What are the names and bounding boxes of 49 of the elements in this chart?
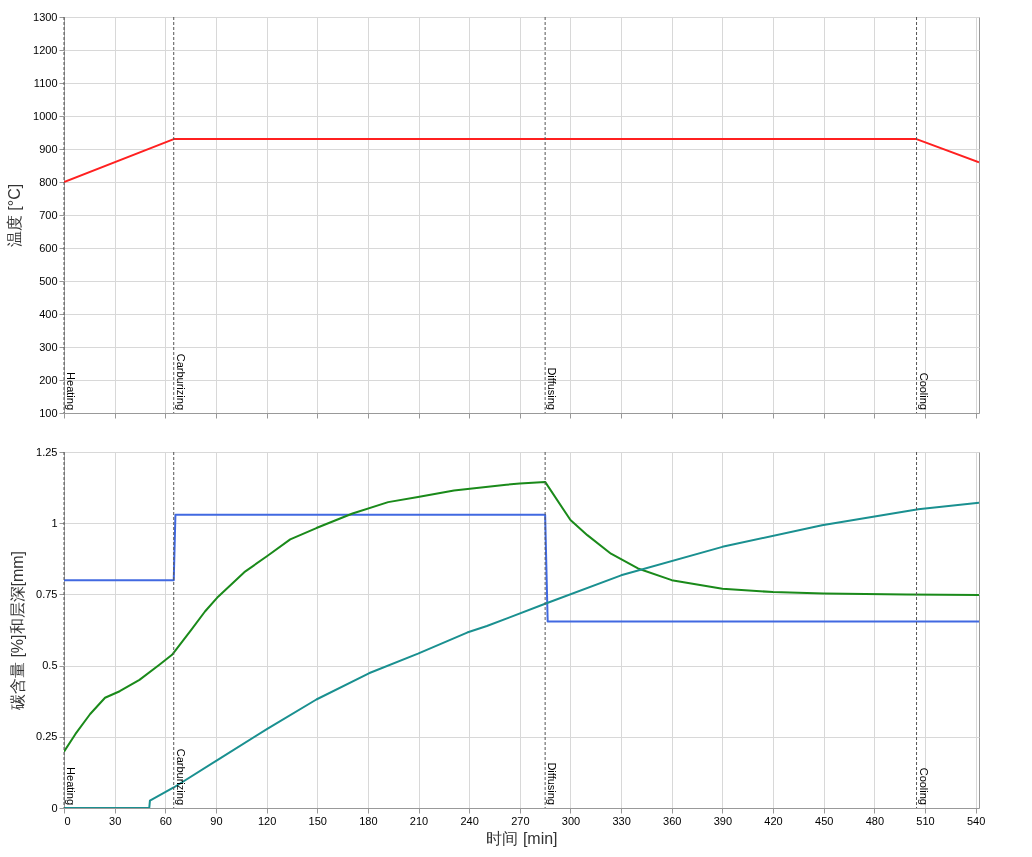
x-tick-label: 390 <box>713 814 733 827</box>
x-tick-label: 30 <box>109 814 122 827</box>
x-axis-title: 时间 [min] <box>486 829 558 847</box>
y-tick-label: 1000 <box>33 109 58 122</box>
y-tick-label: 300 <box>39 340 58 353</box>
ref-line-label: Cooling <box>917 767 930 805</box>
x-tick-label: 540 <box>966 814 986 827</box>
y-tick-label: 200 <box>39 373 58 386</box>
x-tick-label: 210 <box>409 814 429 827</box>
x-tick-label: 150 <box>308 814 327 827</box>
y-tick-label: 1100 <box>33 76 58 89</box>
y-tick-label: 400 <box>39 307 58 320</box>
ref-line-label: Diffusing <box>546 762 559 805</box>
y-tick-label: 0.75 <box>36 587 58 600</box>
x-tick-label: 180 <box>359 814 378 827</box>
x-tick-label: 330 <box>612 814 631 827</box>
x-tick-label: 300 <box>561 814 581 827</box>
y-tick-label: 1 <box>51 516 58 529</box>
x-tick-label: 480 <box>865 814 885 827</box>
x-tick-label: 240 <box>460 814 479 827</box>
x-tick-label: 60 <box>159 814 172 827</box>
y-tick-label: 100 <box>39 406 58 419</box>
y-axis-title: 温度 [°C] <box>6 183 24 248</box>
x-tick-label: 0 <box>64 814 71 827</box>
y-tick-label: 1.25 <box>36 445 58 458</box>
y-tick-label: 0 <box>51 801 58 814</box>
y-tick-label: 600 <box>39 241 58 254</box>
y-tick-label: 500 <box>39 274 58 287</box>
ref-line-label: Heating <box>65 767 77 805</box>
ref-line-label: Carburizing <box>174 748 187 805</box>
y-tick-label: 900 <box>39 142 58 155</box>
x-tick-label: 360 <box>663 814 682 827</box>
x-tick-label: 510 <box>916 814 935 827</box>
x-tick-label: 450 <box>815 814 834 827</box>
x-tick-label: 120 <box>257 814 277 827</box>
x-tick-label: 420 <box>764 814 783 827</box>
x-tick-label: 90 <box>210 814 223 827</box>
y-axis-title: 碳含量 [%]和层深[mm] <box>9 550 27 712</box>
y-tick-label: 0.25 <box>36 730 58 743</box>
ref-line-label: Diffusing <box>546 367 559 410</box>
ref-line-label: Cooling <box>917 372 930 410</box>
y-tick-label: 1300 <box>33 10 58 23</box>
y-tick-label: 800 <box>39 175 58 188</box>
y-tick-label: 1200 <box>33 43 58 56</box>
ref-line-label: Carburizing <box>174 353 187 410</box>
ref-line-label: Heating <box>65 372 77 410</box>
y-tick-label: 0.5 <box>42 659 58 672</box>
x-tick-label: 270 <box>511 814 530 827</box>
y-tick-label: 700 <box>39 208 58 221</box>
